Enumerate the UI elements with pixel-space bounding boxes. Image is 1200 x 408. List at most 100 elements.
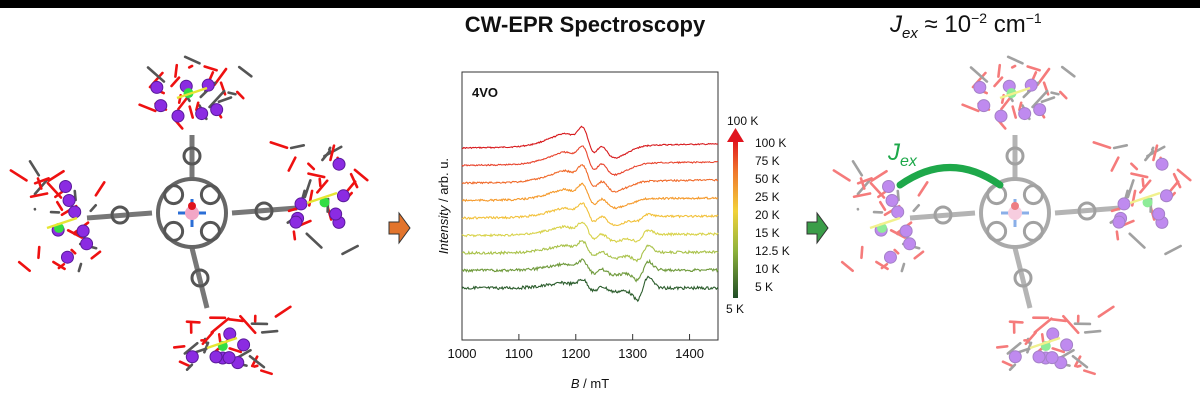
- cluster-bond: [997, 63, 1002, 78]
- epr-chart: 4VO 1000 1100 1200 1300 1400 B / mT Intensit…: [436, 71, 790, 391]
- linker-bond: [1012, 247, 1033, 309]
- cluster-bond: [9, 169, 28, 182]
- vanadium-atom: [1033, 103, 1047, 117]
- cluster-bond: [36, 177, 43, 190]
- x-tick-label: 1200: [561, 346, 590, 361]
- cluster-bond: [851, 160, 864, 177]
- jex-subscript: ex: [902, 24, 918, 42]
- cluster-bond: [852, 192, 872, 199]
- cluster-bond: [912, 204, 921, 213]
- exchange-coupling-title: Jex ≈ 10−2 cm−1: [890, 10, 1042, 42]
- vanadium-atom: [885, 193, 899, 207]
- legend-label: 5 K: [755, 280, 773, 294]
- gradient-bottom-label: 5 K: [726, 302, 744, 316]
- cluster-bond: [260, 369, 273, 376]
- vanadium-atom: [1117, 197, 1131, 211]
- cluster-bond: [1026, 65, 1041, 72]
- cluster-bond: [217, 333, 222, 343]
- legend-label: 20 K: [755, 208, 780, 222]
- coupling-label: Jex: [887, 139, 918, 170]
- cluster-bond: [289, 143, 306, 150]
- spectrum-10K: [461, 258, 719, 283]
- cluster-bond: [227, 317, 245, 323]
- cluster-bond: [1001, 360, 1014, 368]
- cluster-bond: [1144, 149, 1155, 162]
- cluster-bond: [37, 245, 41, 260]
- phenyl-ring: [1013, 268, 1033, 288]
- cluster-bond: [875, 260, 889, 271]
- cluster-bond: [260, 329, 279, 334]
- vanadium-atom: [209, 350, 223, 364]
- cluster-bond: [349, 172, 359, 189]
- vanadium-atom: [171, 109, 185, 123]
- cluster-bond: [305, 232, 323, 249]
- cluster-bond: [1169, 180, 1180, 192]
- cluster-bond: [1083, 369, 1096, 376]
- vanadium-atom: [62, 193, 76, 207]
- cluster-bond: [1115, 230, 1120, 241]
- molecule-right: [832, 55, 1192, 376]
- cluster-bond: [893, 248, 900, 255]
- cluster-bond: [237, 65, 253, 78]
- cluster-bond: [896, 189, 900, 202]
- oxo-atom: [1011, 202, 1019, 210]
- cluster-bond: [1130, 162, 1139, 171]
- temperature-gradient-bar: [733, 140, 738, 298]
- cluster-bond: [274, 305, 292, 318]
- cluster-bond: [961, 103, 980, 113]
- cluster-bond: [252, 364, 259, 368]
- vanadium-atom: [332, 157, 346, 171]
- pyrrole-ring: [163, 184, 185, 206]
- cluster-bond: [203, 65, 218, 72]
- cluster-bond: [1010, 64, 1017, 69]
- spectrum-50K: [461, 164, 718, 193]
- spectrum-100K: [462, 125, 719, 159]
- vanadium-atom: [1018, 107, 1032, 121]
- cluster-bond: [210, 317, 230, 334]
- vanadium-atom: [1060, 338, 1074, 352]
- vanadium-atom: [329, 207, 343, 221]
- cluster-bond: [1128, 232, 1146, 249]
- spectrum-5K: [461, 275, 719, 303]
- spectra-series: [461, 125, 719, 303]
- vanadium-atom: [1008, 350, 1022, 364]
- vanadium-atom: [1045, 351, 1059, 365]
- linker-atom: [1142, 197, 1153, 208]
- cluster-bond: [47, 169, 65, 182]
- cluster-bond: [201, 331, 214, 346]
- legend-label: 75 K: [755, 154, 780, 168]
- cluster-bond: [185, 320, 201, 324]
- cluster-bond: [1008, 363, 1017, 371]
- cluster-bond: [1071, 354, 1089, 369]
- vanadium-atom: [60, 250, 74, 264]
- cluster-bond: [321, 149, 332, 162]
- cluster-bond: [878, 200, 887, 212]
- cluster-bond: [185, 363, 194, 371]
- cluster-bond: [1006, 55, 1024, 65]
- cluster-bond: [1164, 244, 1182, 256]
- legend-label: 10 K: [755, 262, 780, 276]
- cluster-bond: [77, 262, 83, 273]
- cluster-bond: [1000, 97, 1011, 111]
- phenyl-ring: [1077, 201, 1097, 221]
- x-tick-label: 1400: [675, 346, 704, 361]
- cluster-bond: [1062, 314, 1080, 335]
- cluster-bond: [1058, 90, 1068, 100]
- cluster-bond: [1141, 177, 1145, 188]
- cluster-bond: [195, 101, 200, 112]
- vanadium-atom: [185, 350, 199, 364]
- vanadium-atom: [973, 80, 987, 94]
- cluster-bond: [840, 260, 854, 273]
- spectrum-15K: [461, 221, 719, 243]
- cluster-bond: [307, 162, 316, 171]
- cluster-bond: [1051, 347, 1066, 354]
- cluster-bond: [832, 169, 851, 182]
- cluster-bond: [70, 248, 77, 255]
- cluster-bond: [307, 172, 326, 179]
- vanadium-atom: [977, 99, 991, 113]
- cluster-bond: [208, 89, 226, 109]
- cluster-bond: [183, 55, 201, 65]
- cluster-bond: [146, 66, 166, 83]
- legend-label: 15 K: [755, 226, 780, 240]
